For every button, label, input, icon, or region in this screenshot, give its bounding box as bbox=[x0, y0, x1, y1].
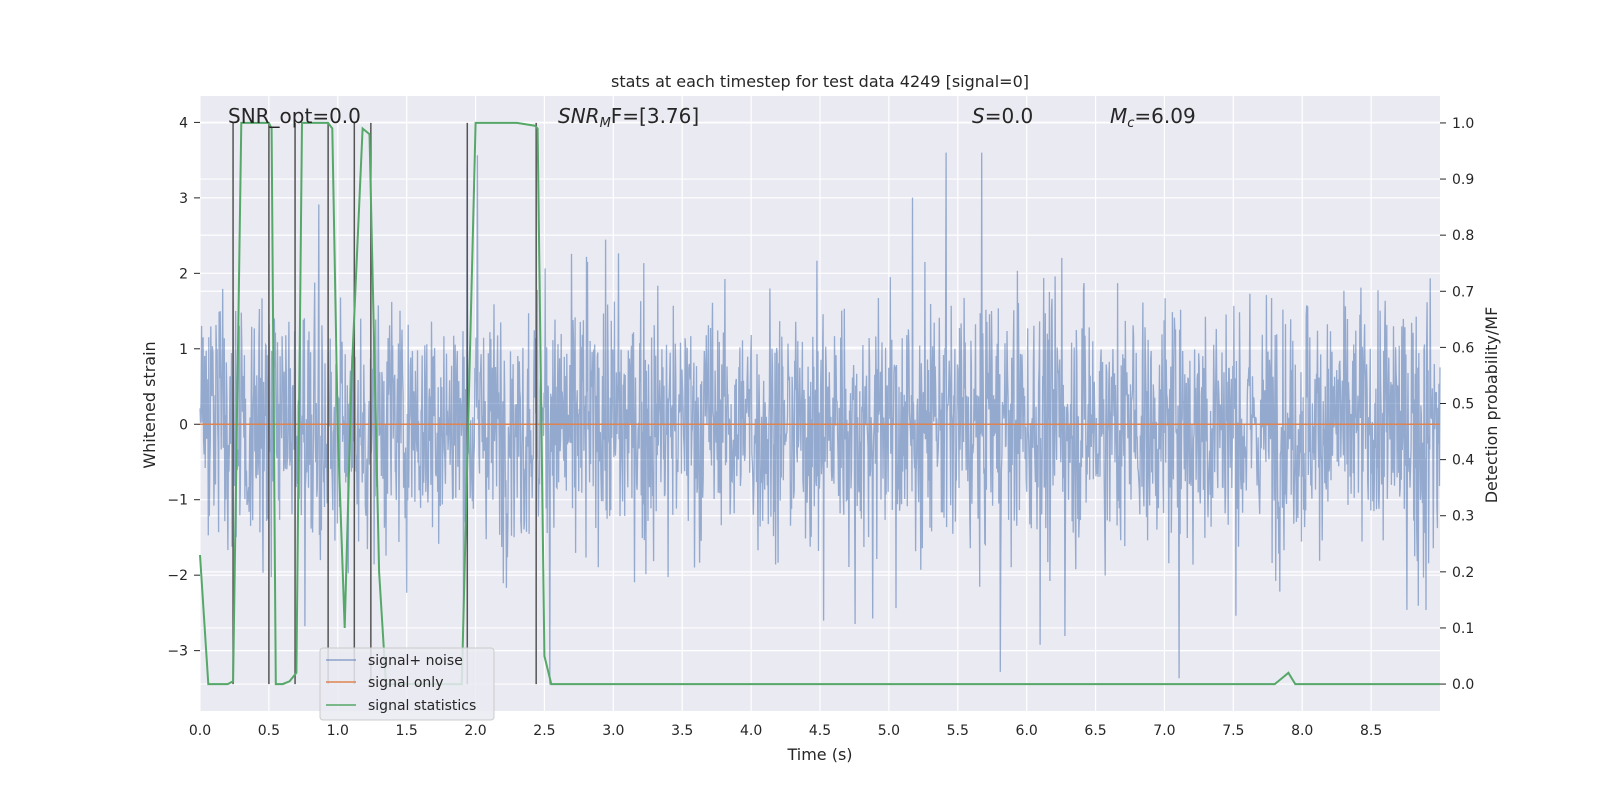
y-tick-label: 1 bbox=[179, 342, 188, 358]
x-tick-label: 1.0 bbox=[327, 723, 349, 739]
y2-tick-label: 0.2 bbox=[1452, 565, 1474, 581]
y2-tick-label: 0.3 bbox=[1452, 509, 1474, 525]
y2-tick-label: 0.9 bbox=[1452, 172, 1474, 188]
snr-mf-rest: F=[3.76] bbox=[611, 104, 699, 128]
mc-annotation: Mc=6.09 bbox=[1110, 104, 1196, 131]
y-axis-label: Whitened strain bbox=[140, 341, 159, 468]
legend: signal+ noise signal only signal statist… bbox=[319, 647, 495, 721]
y-tick-label: 4 bbox=[179, 115, 188, 131]
y2-tick-label: 1.0 bbox=[1452, 116, 1474, 132]
x-tick-label: 2.0 bbox=[464, 723, 486, 739]
x-tick-label: 8.5 bbox=[1360, 723, 1382, 739]
y2-axis-ticks: 1.0 0.9 0.8 0.7 0.6 0.5 0.4 0.3 0.2 0.1 0.0 bbox=[1440, 116, 1474, 693]
y2-tick-label: 0.4 bbox=[1452, 453, 1474, 469]
snr-mf-sub: M bbox=[600, 116, 611, 131]
x-tick-label: 6.5 bbox=[1084, 723, 1106, 739]
y-tick-label: 0 bbox=[179, 417, 188, 433]
y-tick-label: −1 bbox=[167, 493, 188, 509]
x-axis-ticks: 0.0 0.5 1.0 1.5 2.0 2.5 3.0 3.5 4.0 4.5 5.0 5.5 6.0 6… bbox=[189, 723, 1382, 739]
x-tick-label: 0.5 bbox=[258, 723, 280, 739]
x-tick-label: 3.5 bbox=[671, 723, 693, 739]
x-tick-label: 1.5 bbox=[396, 723, 418, 739]
chart-title: stats at each timestep for test data 424… bbox=[611, 72, 1029, 91]
s-annotation: S=0.0 bbox=[972, 104, 1033, 128]
x-tick-label: 2.5 bbox=[533, 723, 555, 739]
s-rest: =0.0 bbox=[985, 104, 1034, 128]
x-tick-label: 7.5 bbox=[1222, 723, 1244, 739]
mc-main: M bbox=[1110, 104, 1127, 128]
y2-tick-label: 0.0 bbox=[1452, 677, 1474, 693]
y-tick-label: −2 bbox=[167, 568, 188, 584]
y-tick-label: 2 bbox=[179, 266, 188, 282]
y-tick-label: −3 bbox=[167, 644, 188, 660]
x-tick-label: 5.0 bbox=[878, 723, 900, 739]
snr-mf-main: SNR bbox=[558, 104, 600, 128]
legend-box bbox=[319, 647, 495, 721]
legend-label-signal-only: signal only bbox=[368, 675, 443, 691]
x-tick-label: 7.0 bbox=[1153, 723, 1175, 739]
x-tick-label: 6.0 bbox=[1016, 723, 1038, 739]
snr-opt-annotation: SNR_opt=0.0 bbox=[228, 104, 361, 128]
y-axis-ticks: 4 3 2 1 0 −1 −2 −3 bbox=[167, 115, 200, 660]
x-tick-label: 4.5 bbox=[809, 723, 831, 739]
signal-plus-noise-line bbox=[199, 152, 1441, 685]
mc-sub: c bbox=[1127, 116, 1134, 131]
snr-mf-annotation: SNRMF=[3.76] bbox=[558, 104, 699, 131]
x-axis-label: Time (s) bbox=[786, 745, 852, 764]
mc-rest: =6.09 bbox=[1134, 104, 1195, 128]
y2-tick-label: 0.7 bbox=[1452, 284, 1474, 300]
series-signal-plus-noise bbox=[199, 152, 1441, 685]
y2-tick-label: 0.6 bbox=[1452, 340, 1474, 356]
x-tick-label: 5.5 bbox=[947, 723, 969, 739]
x-tick-label: 0.0 bbox=[189, 723, 211, 739]
s-main: S bbox=[972, 104, 985, 128]
legend-label-signal-plus-noise: signal+ noise bbox=[368, 653, 463, 669]
y2-axis-label: Detection probability/MF bbox=[1482, 307, 1501, 504]
y2-tick-label: 0.5 bbox=[1452, 397, 1474, 413]
event-markers bbox=[232, 122, 537, 685]
y2-tick-label: 0.8 bbox=[1452, 228, 1474, 244]
x-tick-label: 8.0 bbox=[1291, 723, 1313, 739]
y-tick-label: 3 bbox=[179, 191, 188, 207]
x-tick-label: 3.0 bbox=[602, 723, 624, 739]
x-tick-label: 4.0 bbox=[740, 723, 762, 739]
y2-tick-label: 0.1 bbox=[1452, 621, 1474, 637]
legend-label-signal-statistics: signal statistics bbox=[368, 698, 476, 714]
